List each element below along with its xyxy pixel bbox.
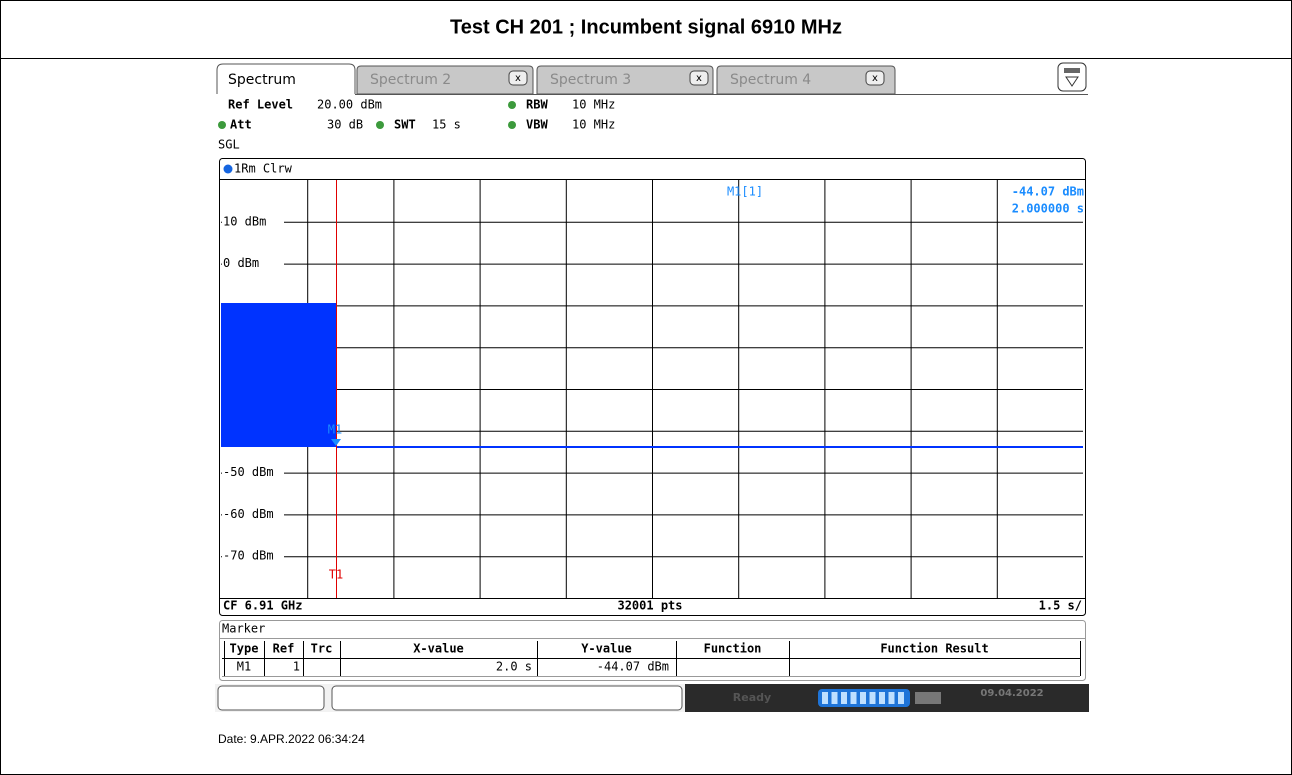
y-label: -70 dBm xyxy=(223,549,274,563)
progress-block xyxy=(860,692,866,704)
marker-readout-level: -44.07 dBm xyxy=(1012,185,1084,199)
line-flag: T1 xyxy=(329,568,343,582)
table-cell: M1 xyxy=(237,660,251,674)
marker-flag: M1 xyxy=(328,423,342,437)
label-backdrop xyxy=(222,465,284,480)
setting-label: RBW xyxy=(526,98,548,112)
setting-label: SWT xyxy=(394,118,416,132)
tab-close[interactable] xyxy=(508,70,528,86)
label-backdrop xyxy=(222,507,284,522)
sweep-points: 32001 pts xyxy=(617,599,682,613)
tab-shape xyxy=(356,65,534,95)
sweep-time: 1.5 s/ xyxy=(1039,599,1082,613)
tab-close-icon: x xyxy=(515,73,521,84)
tab[interactable]: Spectrum 2 x xyxy=(356,65,534,95)
menu-button-arrow xyxy=(1065,76,1079,87)
progress-block xyxy=(831,692,838,704)
tab-close-icon: x xyxy=(872,73,878,84)
table-cell: 1 xyxy=(293,660,300,674)
status-dot xyxy=(508,101,516,109)
progress-block xyxy=(898,692,904,704)
y-label: 0 dBm xyxy=(223,256,259,270)
marker-table-title: Marker xyxy=(222,622,265,636)
table-cell: 2.0 s xyxy=(496,660,532,674)
status-icon xyxy=(915,692,941,704)
progress-block xyxy=(879,692,885,704)
menu-button[interactable] xyxy=(1057,62,1087,92)
progress-block xyxy=(888,692,895,704)
trace-fill xyxy=(221,303,336,447)
status-dot xyxy=(508,121,516,129)
table-grid: Type Ref Trc X-value Y-value Function Function… xyxy=(220,638,1085,677)
progress-block xyxy=(822,692,828,704)
tab-shape xyxy=(536,65,714,95)
tab-label: Spectrum xyxy=(228,72,296,88)
y-label: 10 dBm xyxy=(223,214,266,228)
tab-active[interactable] xyxy=(216,63,356,94)
tab-label: Spectrum 2 xyxy=(370,72,451,88)
status-dot xyxy=(218,121,226,129)
marker-readout-time: 2.000000 s xyxy=(1012,202,1084,216)
table-header: Y-value xyxy=(581,642,632,656)
trace-indicator xyxy=(223,164,233,174)
table-cell: -44.07 dBm xyxy=(597,660,669,674)
setting-value: 15 s xyxy=(432,118,461,132)
tab-close[interactable] xyxy=(865,70,885,86)
input-field[interactable] xyxy=(217,685,325,711)
setting-label: VBW xyxy=(526,118,548,132)
y-label: -60 dBm xyxy=(223,507,274,521)
trace-label: 1Rm Clrw xyxy=(234,162,293,176)
table-header: Trc xyxy=(311,642,333,656)
tab-label: Spectrum 4 xyxy=(730,72,811,88)
tab-close[interactable] xyxy=(689,70,709,86)
marker-readout-name: M1[1] xyxy=(727,185,763,199)
table-header: Function Result xyxy=(880,642,988,656)
status-state: Ready xyxy=(733,691,771,704)
table-header: Function xyxy=(704,642,762,656)
table-header: X-value xyxy=(413,642,464,656)
marker-triangle xyxy=(331,439,341,446)
label-backdrop xyxy=(222,256,284,271)
setting-value: 10 MHz xyxy=(572,98,615,112)
status-dot xyxy=(376,121,384,129)
progress-block xyxy=(841,692,847,704)
label-backdrop xyxy=(222,214,284,229)
y-label: -50 dBm xyxy=(223,465,274,479)
center-frequency: CF 6.91 GHz xyxy=(223,599,302,613)
grid: 10 dBm 0 dBm -50 dBm -60 dBm -70 dBm xyxy=(221,180,1083,598)
tab[interactable]: Spectrum 4 x xyxy=(716,65,896,95)
tab-shape xyxy=(716,65,896,95)
setting-value: 30 dB xyxy=(327,118,363,132)
sweep-mode: SGL xyxy=(218,138,240,152)
label-backdrop xyxy=(222,549,284,564)
status-date: 09.04.2022 xyxy=(980,688,1043,699)
message-field xyxy=(331,685,683,711)
setting-label: Att xyxy=(230,118,252,132)
progress-block xyxy=(869,692,876,704)
setting-value: 10 MHz xyxy=(572,118,615,132)
date-line: Date: 9.APR.2022 06:34:24 xyxy=(218,732,365,746)
tab-label: Spectrum 3 xyxy=(550,72,631,88)
progress-block xyxy=(850,692,857,704)
progress xyxy=(818,689,910,707)
title: Test CH 201 ; Incumbent signal 6910 MHz xyxy=(450,16,842,38)
table-header: Type xyxy=(230,642,259,656)
tab[interactable]: Spectrum 3 x xyxy=(536,65,714,95)
tab-close-icon: x xyxy=(696,73,702,84)
setting-label: Ref Level xyxy=(228,98,293,112)
menu-button-icon xyxy=(1064,68,1080,73)
setting-value: 20.00 dBm xyxy=(317,98,382,112)
marker-table xyxy=(219,620,1086,681)
table-header: Ref xyxy=(273,642,295,656)
